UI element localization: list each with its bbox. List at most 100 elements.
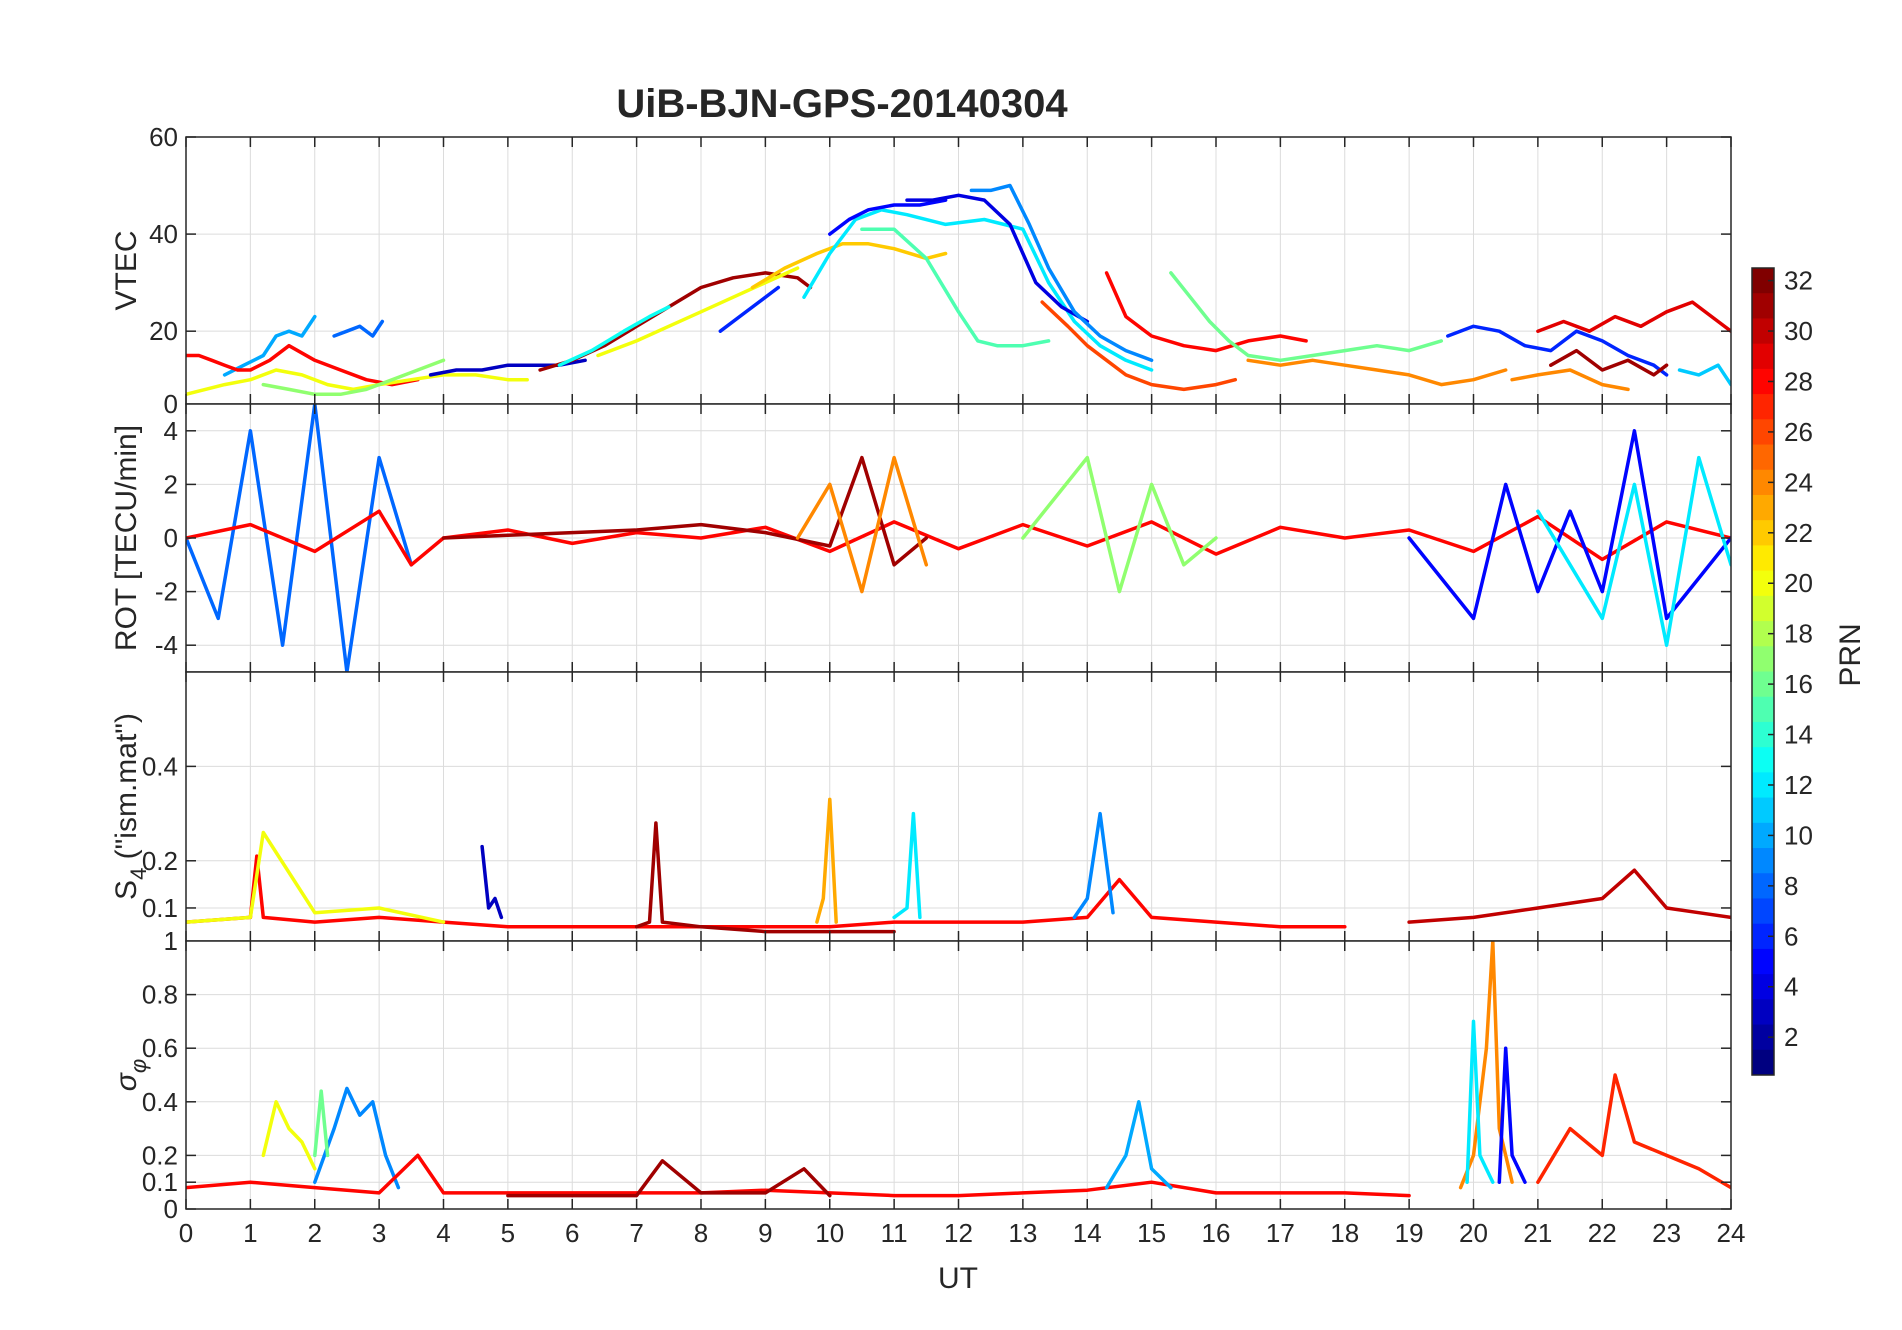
colorbar-tick-label: 30 (1784, 316, 1813, 346)
colorbar-tick-label: 32 (1784, 266, 1813, 296)
colorbar-segment (1752, 797, 1774, 824)
colorbar-segment (1752, 747, 1774, 773)
series-group (186, 404, 1731, 672)
y-tick-label-top: 0 (164, 389, 178, 419)
colorbar-segment (1752, 721, 1774, 748)
y-tick-label: 0 (164, 523, 178, 553)
x-tick-label: 7 (629, 1218, 643, 1248)
colorbar-segment (1752, 570, 1774, 597)
series-line-prn-24 (1510, 368, 1630, 392)
series-group (186, 941, 1731, 1198)
x-tick-label: 24 (1717, 1218, 1746, 1248)
series-line-prn-3 (480, 844, 504, 920)
colorbar-segment (1752, 772, 1774, 799)
colorbar-segment (1752, 520, 1774, 546)
x-tick-label: 14 (1073, 1218, 1102, 1248)
chart-title: UiB-BJN-GPS-20140304 (616, 82, 1068, 126)
colorbar-segment (1752, 948, 1774, 975)
x-tick-label: 16 (1202, 1218, 1231, 1248)
series-line-prn-16 (1169, 271, 1444, 363)
x-tick-label: 10 (815, 1218, 844, 1248)
y-tick-label: 0.1 (142, 1167, 178, 1197)
x-tick-label: 8 (694, 1218, 708, 1248)
series-line-prn-8 (332, 319, 385, 338)
y-tick-label: 0.6 (142, 1033, 178, 1063)
colorbar-tick-label: 26 (1784, 417, 1813, 447)
series-line-prn-24 (795, 455, 929, 594)
series-line-prn-5 (828, 198, 948, 236)
series-line-prn-10 (1104, 1100, 1173, 1190)
series-line-prn-28 (186, 509, 1731, 567)
colorbar-segment (1752, 822, 1774, 849)
colorbar-segment (1752, 469, 1774, 496)
y-axis-label: σφ (110, 1059, 151, 1091)
series-line-prn-31 (1549, 348, 1669, 377)
colorbar-segment (1752, 595, 1774, 622)
x-tick-label: 23 (1652, 1218, 1681, 1248)
y-tick-label: 0.8 (142, 980, 178, 1010)
series-line-prn-31 (634, 821, 896, 934)
y-tick-label: 20 (149, 316, 178, 346)
colorbar-tick-label: 8 (1784, 871, 1798, 901)
series-line-prn-12 (892, 811, 922, 920)
colorbar-segment (1752, 293, 1774, 319)
colorbar-segment (1752, 444, 1774, 471)
y-tick-label: 0.2 (142, 846, 178, 876)
y-tick-label: 0.2 (142, 1140, 178, 1170)
colorbar-tick-label: 6 (1784, 921, 1798, 951)
x-tick-label: 15 (1137, 1218, 1166, 1248)
colorbar-segment (1752, 898, 1774, 925)
series-line-prn-5 (1407, 429, 1731, 621)
series-line-prn-20 (261, 1100, 317, 1171)
series-line-prn-4 (905, 193, 1090, 324)
colorbar-segment (1752, 848, 1774, 874)
series-line-prn-16 (313, 1089, 330, 1158)
x-tick-label: 18 (1330, 1218, 1359, 1248)
y-tick-label: 0.4 (142, 751, 178, 781)
y-tick-label: 2 (164, 469, 178, 499)
colorbar-segment (1752, 999, 1774, 1026)
x-tick-label: 3 (372, 1218, 386, 1248)
colorbar-segment (1752, 1049, 1774, 1076)
colorbar-tick-label: 28 (1784, 366, 1813, 396)
colorbar-segment (1752, 1024, 1774, 1051)
series-line-prn-22 (750, 242, 948, 290)
colorbar-segment (1752, 974, 1774, 1000)
x-tick-label: 20 (1459, 1218, 1488, 1248)
x-tick-label: 21 (1523, 1218, 1552, 1248)
series-line-prn-5 (1497, 1046, 1527, 1184)
colorbar-tick-label: 20 (1784, 568, 1813, 598)
x-tick-label: 12 (944, 1218, 973, 1248)
colorbar-segment (1752, 394, 1774, 420)
colorbar-frame (1751, 267, 1775, 1076)
series-line-prn-28 (1104, 271, 1308, 353)
series-line-prn-28 (186, 854, 1347, 929)
y-axis-label: ROT [TECU/min] (110, 425, 143, 651)
panel-s4: 0.1 0.2 0.4S4 ("ism.mat") (110, 671, 1732, 942)
panel-vtec: 20 40 60 VTEC (110, 122, 1732, 405)
y-tick-label: 60 (149, 122, 178, 152)
series-group (186, 797, 1731, 934)
y-tick-label: -4 (155, 630, 178, 660)
series-line-prn-31 (506, 1159, 832, 1198)
x-tick-label: 6 (565, 1218, 579, 1248)
series-line-prn-10 (222, 314, 317, 377)
colorbar-tick-label: 14 (1784, 720, 1813, 750)
colorbar-segment (1752, 545, 1774, 572)
series-line-prn-23 (815, 797, 838, 924)
y-tick-label: 0.4 (142, 1087, 178, 1117)
series-line-prn-17 (1021, 455, 1218, 594)
series-line-prn-20 (596, 266, 800, 358)
x-tick-label: 0 (179, 1218, 193, 1248)
series-line-prn-20 (186, 830, 446, 924)
series-line-prn-12 (1465, 1019, 1495, 1184)
series-line-prn-12 (802, 208, 1154, 372)
colorbar-segment (1752, 873, 1774, 899)
series-line-prn-8 (186, 404, 414, 672)
x-tick-label: 22 (1588, 1218, 1617, 1248)
colorbar-tick-label: 12 (1784, 770, 1813, 800)
y-tick-label: 0.1 (142, 893, 178, 923)
